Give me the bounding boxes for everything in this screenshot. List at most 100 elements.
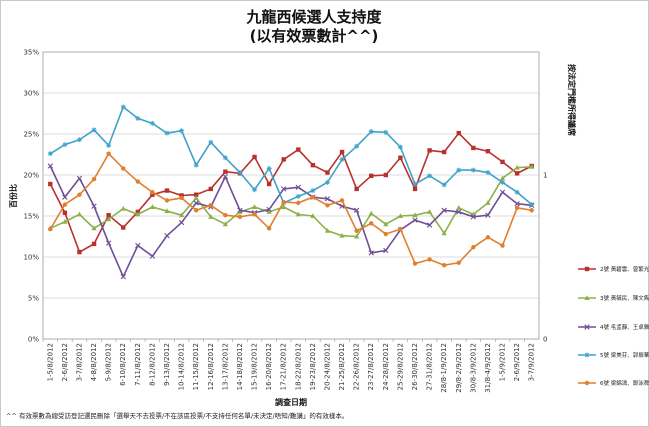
data-point: [383, 231, 389, 237]
x-tick-label: 22-26/8/2012: [353, 343, 361, 390]
series-line: [49, 132, 533, 253]
data-point: [412, 212, 418, 218]
data-point: [193, 208, 199, 213]
x-tick-label: 9-13/8/2012: [163, 343, 171, 386]
data-point: [135, 179, 141, 184]
data-point: [135, 242, 141, 249]
data-point: [514, 205, 520, 210]
data-point: [412, 181, 418, 187]
x-tick-label: 2-6/8/2012: [61, 343, 69, 381]
data-point: [339, 156, 345, 162]
data-point: [266, 181, 272, 187]
data-point: [281, 204, 287, 209]
x-tick-label: 24-28/8/2012: [382, 343, 390, 390]
x-axis-label: 調查日期: [275, 397, 307, 407]
x-tick-label: 18-22/8/2012: [294, 343, 302, 390]
data-point: [149, 253, 156, 259]
data-point: [164, 232, 170, 239]
data-point: [222, 173, 229, 180]
x-tick-label: 3-7/8/2012: [75, 343, 83, 381]
data-point: [77, 249, 82, 255]
data-point: [324, 196, 331, 202]
series-lines: [47, 104, 535, 280]
data-point: [354, 228, 359, 233]
data-point: [237, 214, 243, 220]
data-point: [354, 186, 359, 192]
data-point: [441, 263, 447, 268]
x-tick-label: 4-8/8/2012: [90, 343, 98, 381]
data-point: [150, 192, 155, 197]
data-point: [237, 209, 243, 214]
data-point: [164, 188, 170, 193]
data-point: [456, 167, 462, 173]
data-point: [500, 179, 506, 185]
data-point: [325, 170, 330, 175]
data-point: [62, 142, 68, 148]
data-point: [485, 200, 491, 205]
x-tick-label: 7-11/8/2012: [134, 343, 142, 386]
legend-label: 5號 梁美芬、郭振華名單: [600, 351, 649, 359]
data-point: [237, 170, 243, 176]
data-point: [48, 181, 53, 187]
data-point: [296, 147, 301, 152]
data-point: [296, 200, 301, 206]
data-point: [91, 176, 97, 182]
data-point: [456, 209, 462, 215]
data-point: [295, 184, 301, 190]
data-point: [91, 241, 97, 247]
series-line: [49, 166, 532, 238]
data-point: [368, 129, 374, 135]
data-point: [339, 198, 345, 203]
data-point: [514, 164, 520, 170]
legend-label: 3號 黃毓民、陳文雋名單: [600, 294, 649, 302]
data-point: [237, 207, 243, 213]
data-point: [106, 212, 111, 218]
data-point: [427, 257, 432, 262]
data-point: [398, 226, 403, 232]
y-tick-label: 30%: [23, 90, 39, 98]
x-tick-label: 5-9/8/2012: [105, 343, 113, 381]
data-point: [441, 182, 447, 188]
data-point: [295, 211, 301, 217]
y-tick-label: 0%: [28, 336, 39, 344]
data-point: [471, 145, 476, 151]
data-point: [354, 233, 360, 239]
data-point: [105, 240, 112, 246]
data-point: [178, 212, 185, 218]
data-point: [179, 195, 184, 201]
data-point: [295, 193, 301, 199]
data-point: [266, 165, 272, 171]
y-tick-label: 20%: [23, 172, 39, 180]
legend-label: 4號 毛孟靜、王卓雅名單: [600, 323, 649, 331]
data-point: [412, 261, 418, 266]
y2-tick-label: 0: [543, 336, 547, 344]
x-tick-label: 19-23/8/2012: [309, 343, 317, 390]
series-line: [49, 152, 532, 267]
data-point: [584, 380, 590, 386]
chart-title: 九龍西候選人支持度: [245, 8, 382, 26]
data-point: [397, 213, 404, 218]
data-point: [164, 208, 170, 214]
x-tick-label: 1-5/8/2012: [46, 343, 54, 381]
x-axis-ticks: 1-5/8/2012 2-6/8/2012 3-7/8/2012 4-8/8/2012…: [42, 339, 536, 393]
x-tick-label: 20-24/8/2012: [323, 343, 331, 390]
data-point: [514, 171, 520, 176]
data-point: [529, 208, 534, 213]
x-tick-label: 17-21/8/2012: [280, 343, 288, 390]
data-point: [62, 210, 68, 215]
data-point: [383, 221, 389, 227]
data-point: [354, 143, 360, 149]
data-point: [208, 186, 213, 192]
data-point: [252, 154, 257, 160]
data-point: [252, 187, 258, 193]
data-point: [178, 219, 185, 226]
data-point: [339, 232, 345, 238]
data-point: [150, 190, 155, 195]
data-point: [193, 162, 199, 168]
x-tick-label: 11-15/8/2012: [192, 343, 200, 390]
x-tick-label: 27-31/8/2012: [426, 343, 434, 390]
data-point: [324, 179, 330, 185]
data-point: [47, 163, 53, 169]
data-point: [427, 173, 433, 179]
data-point: [91, 225, 97, 231]
